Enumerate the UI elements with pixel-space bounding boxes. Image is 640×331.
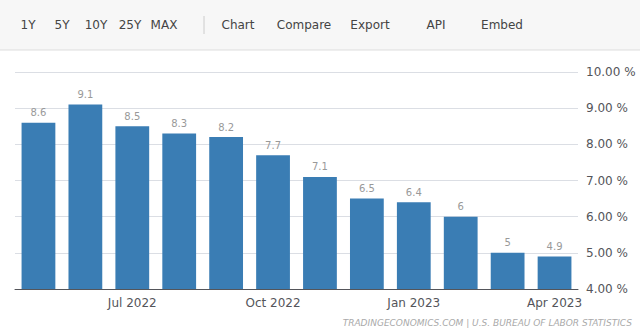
- svg-text:Embed: Embed: [481, 18, 523, 32]
- svg-text:MAX: MAX: [151, 18, 178, 32]
- svg-text:5.00 %: 5.00 %: [586, 246, 628, 260]
- svg-text:4.00 %: 4.00 %: [586, 282, 628, 296]
- svg-text:6: 6: [458, 201, 464, 212]
- svg-text:8.5: 8.5: [124, 111, 140, 122]
- svg-text:Export: Export: [350, 18, 390, 32]
- svg-text:TRADINGECONOMICS.COM | U.S. BU: TRADINGECONOMICS.COM | U.S. BUREAU OF LA…: [343, 318, 633, 328]
- svg-text:8.00 %: 8.00 %: [586, 137, 628, 151]
- svg-text:10Y: 10Y: [85, 18, 108, 32]
- svg-text:Apr 2023: Apr 2023: [527, 296, 582, 310]
- svg-text:Jul 2022: Jul 2022: [107, 296, 157, 310]
- svg-text:5: 5: [504, 237, 510, 248]
- svg-text:9.00 %: 9.00 %: [586, 101, 628, 115]
- svg-text:API: API: [427, 18, 446, 32]
- svg-text:7.1: 7.1: [312, 161, 328, 172]
- svg-text:Oct 2022: Oct 2022: [245, 296, 300, 310]
- svg-text:7.7: 7.7: [265, 140, 281, 151]
- svg-text:Chart: Chart: [222, 18, 255, 32]
- svg-text:8.3: 8.3: [171, 118, 187, 129]
- svg-text:6.00 %: 6.00 %: [586, 210, 628, 224]
- svg-text:6.5: 6.5: [359, 183, 375, 194]
- svg-text:10.00 %: 10.00 %: [586, 65, 636, 79]
- svg-text:Compare: Compare: [277, 18, 331, 32]
- svg-text:5Y: 5Y: [55, 18, 71, 32]
- svg-text:8.2: 8.2: [218, 122, 234, 133]
- svg-text:8.6: 8.6: [31, 107, 47, 118]
- svg-text:9.1: 9.1: [77, 89, 93, 100]
- svg-text:25Y: 25Y: [119, 18, 142, 32]
- svg-text:7.00 %: 7.00 %: [586, 174, 628, 188]
- svg-text:6.4: 6.4: [406, 187, 422, 198]
- svg-text:1Y: 1Y: [21, 18, 37, 32]
- svg-text:4.9: 4.9: [547, 241, 563, 252]
- svg-text:Jan 2023: Jan 2023: [386, 296, 440, 310]
